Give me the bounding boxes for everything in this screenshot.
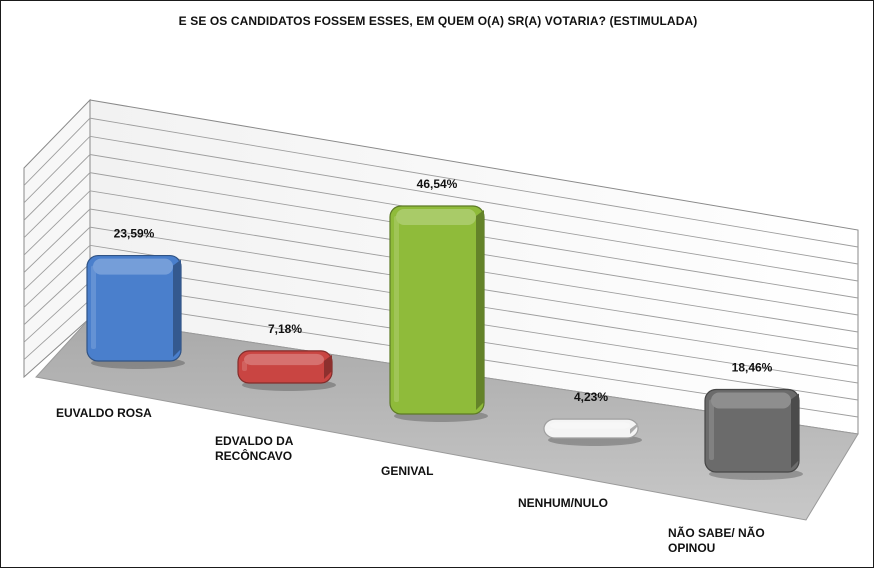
bar-top: [93, 258, 173, 275]
gridline: [23, 172, 859, 299]
bar-highlight: [91, 265, 96, 349]
category-label-line: GENIVAL: [381, 464, 434, 478]
bar-side: [630, 423, 638, 434]
bar-3: [389, 205, 488, 422]
chart-bars: [86, 205, 803, 480]
bar-highlight: [709, 399, 714, 460]
category-label-line: OPINOU: [668, 541, 716, 555]
bar-side: [324, 354, 332, 379]
value-label-4: 4,23%: [574, 390, 608, 404]
category-label-1: EUVALDO ROSA: [56, 406, 152, 421]
value-label-3: 46,54%: [417, 177, 458, 191]
bar-5: [704, 388, 803, 480]
bar-side: [173, 259, 181, 357]
gridline: [23, 226, 859, 350]
chart-title: E SE OS CANDIDATOS FOSSEM ESSES, EM QUEM…: [178, 14, 698, 28]
bar-2: [237, 350, 336, 391]
bar-highlight: [548, 429, 553, 432]
category-label-line: NENHUM/NULO: [518, 496, 608, 510]
category-label-4: NENHUM/NULO: [518, 496, 608, 511]
gridline: [23, 154, 859, 282]
bar-top: [711, 392, 791, 409]
bar-top: [396, 209, 476, 225]
chart-gridlines: [23, 117, 859, 418]
category-label-line: RECÔNCAVO: [215, 449, 293, 463]
gridline: [23, 190, 859, 316]
bar-side: [791, 393, 799, 468]
chart-value-labels: 23,59% 7,18% 46,54% 4,23% 18,46%: [114, 177, 773, 404]
bar-4: [543, 418, 642, 446]
bar-highlight: [394, 216, 399, 402]
bar-top: [550, 422, 630, 429]
category-label-line: EDVALDO DA: [215, 434, 294, 448]
category-label-line: NÃO SABE/ NÃO: [668, 526, 765, 540]
category-label-3: GENIVAL: [381, 464, 433, 479]
gridline: [23, 135, 859, 265]
bar-side: [476, 210, 484, 410]
bar-top: [244, 353, 324, 366]
gridline: [23, 117, 859, 248]
value-label-1: 23,59%: [114, 227, 155, 241]
value-label-5: 18,46%: [732, 360, 773, 374]
category-label-2: EDVALDO DA RECÔNCAVO: [215, 434, 293, 464]
bar-front: [389, 205, 485, 415]
value-label-2: 7,18%: [268, 322, 302, 336]
category-label-5: NÃO SABE/ NÃO OPINOU: [668, 526, 765, 556]
gridline: [23, 244, 859, 367]
gridline: [23, 208, 859, 333]
bar-highlight: [242, 360, 247, 371]
category-label-line: EUVALDO ROSA: [56, 406, 152, 420]
bar-1: [86, 254, 185, 369]
